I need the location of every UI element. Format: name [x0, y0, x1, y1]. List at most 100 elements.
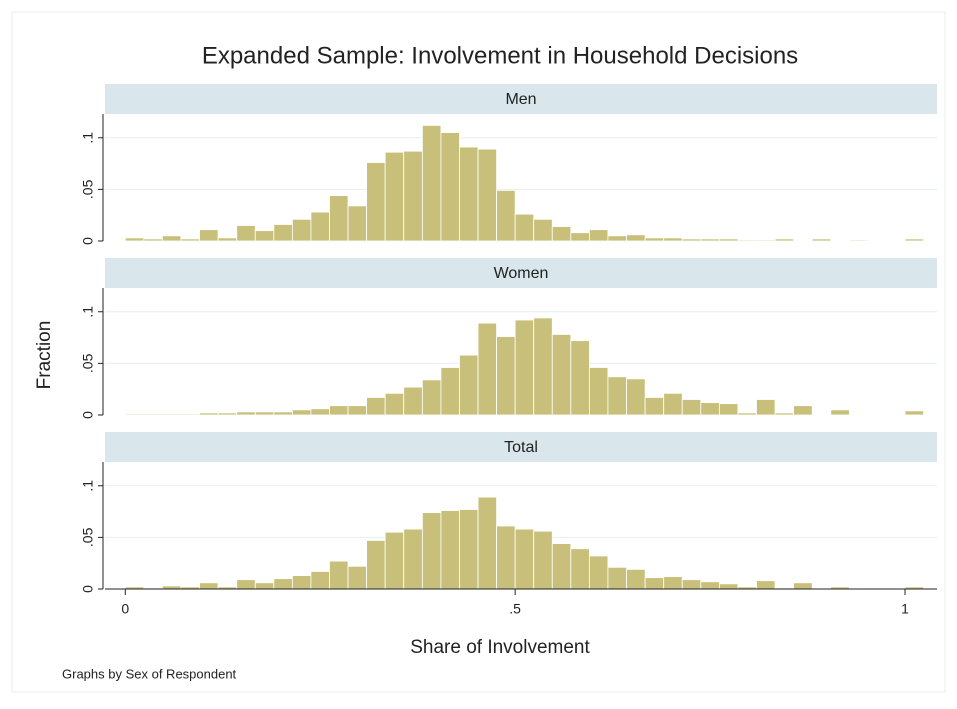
x-tick-label: 0	[121, 601, 129, 617]
bar	[310, 571, 330, 590]
bar	[644, 577, 665, 590]
bar	[459, 146, 479, 242]
panel-strip	[105, 84, 937, 114]
bar	[756, 239, 776, 242]
bar	[551, 334, 572, 416]
panel-title: Men	[505, 91, 536, 108]
bar	[496, 525, 516, 590]
y-tick-label: .05	[80, 527, 96, 547]
bar	[681, 238, 702, 242]
bar	[459, 354, 479, 416]
bar	[811, 238, 832, 242]
bar	[347, 565, 368, 590]
bar	[254, 230, 275, 242]
bar	[403, 386, 423, 416]
bar	[217, 412, 238, 416]
bar	[904, 238, 924, 242]
bar	[718, 403, 739, 416]
bar	[217, 237, 238, 242]
bar	[588, 367, 609, 416]
bar	[180, 238, 200, 242]
bar	[588, 229, 609, 242]
bar	[124, 237, 145, 242]
bar	[291, 575, 312, 590]
bar	[384, 531, 405, 590]
bar	[384, 151, 405, 242]
bar	[161, 235, 182, 242]
bar	[199, 582, 219, 590]
bar	[588, 555, 609, 590]
bar	[681, 399, 702, 416]
bar	[681, 579, 702, 590]
bar	[347, 405, 368, 416]
bar	[143, 238, 163, 242]
bar	[700, 238, 720, 242]
panel-title: Women	[494, 265, 549, 282]
bar	[384, 392, 405, 416]
bar	[551, 543, 572, 590]
y-tick-label: 0	[80, 411, 96, 419]
bar	[421, 379, 442, 416]
bar	[737, 239, 757, 242]
bar	[291, 409, 312, 416]
x-tick-label: 1	[901, 601, 909, 617]
bar	[143, 413, 163, 416]
bar	[477, 322, 497, 416]
bar	[440, 510, 460, 590]
bar	[774, 412, 795, 416]
bar	[644, 397, 665, 416]
bar	[514, 528, 535, 590]
y-axis-label: Fraction	[34, 321, 55, 390]
bar	[180, 413, 200, 416]
chart-title: Expanded Sample: Involvement in Househol…	[202, 42, 798, 69]
bar	[700, 581, 720, 590]
bar	[273, 224, 293, 242]
bar	[626, 234, 646, 242]
bar	[607, 376, 627, 416]
bar	[347, 205, 368, 242]
bar	[700, 402, 720, 416]
bar	[366, 162, 386, 242]
bar	[626, 378, 646, 416]
bar	[421, 124, 442, 242]
bar	[236, 225, 256, 242]
bar	[514, 319, 535, 416]
bar	[254, 582, 275, 590]
bar	[830, 409, 850, 416]
bar	[496, 190, 516, 242]
bar	[459, 509, 479, 590]
bar	[440, 367, 460, 416]
y-tick-label: 0	[80, 585, 96, 593]
bar	[718, 238, 739, 242]
bar	[774, 238, 795, 242]
bar	[756, 399, 776, 416]
y-tick-label: .05	[80, 353, 96, 373]
bar	[440, 132, 460, 242]
panel-title: Total	[504, 439, 538, 456]
bar	[161, 413, 182, 416]
bar	[421, 512, 442, 590]
bar	[199, 229, 219, 242]
bar	[496, 336, 516, 416]
bar	[626, 568, 646, 590]
y-tick-label: .1	[80, 306, 96, 318]
bar	[329, 405, 349, 416]
bar	[310, 408, 330, 416]
bar	[663, 237, 683, 242]
x-axis-label: Share of Involvement	[410, 637, 590, 658]
bar	[551, 226, 572, 242]
bar	[663, 392, 683, 416]
bar	[644, 237, 665, 242]
bar	[848, 239, 869, 242]
bar	[793, 405, 813, 416]
bar	[514, 213, 535, 242]
bar	[570, 340, 590, 416]
bar	[607, 566, 627, 590]
y-tick-label: .1	[80, 480, 96, 492]
bar	[663, 576, 683, 590]
bar	[273, 578, 293, 590]
bar	[310, 211, 330, 242]
bar	[570, 232, 590, 242]
bar	[403, 150, 423, 242]
